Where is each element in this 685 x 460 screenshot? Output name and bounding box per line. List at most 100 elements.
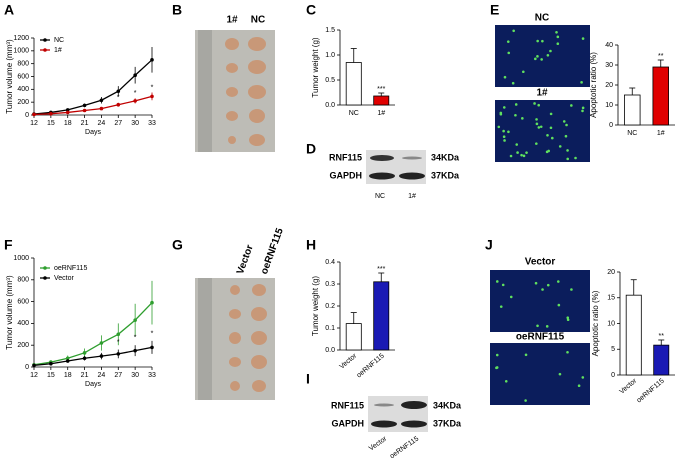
- legend-label: Vector: [54, 275, 75, 282]
- band: [402, 156, 422, 160]
- cell-dot: [525, 151, 528, 154]
- x-tick-label: 18: [64, 120, 72, 127]
- x-tick-label: 18: [64, 372, 72, 379]
- panel-letter: J: [485, 237, 493, 253]
- x-tick-label: 15: [47, 372, 55, 379]
- cell-dot: [499, 305, 503, 308]
- y-tick-label: 600: [17, 73, 29, 80]
- blot-row: RNF115: [329, 152, 362, 162]
- point: [49, 361, 53, 366]
- y-tick-label: 800: [17, 277, 29, 284]
- cell-dot: [549, 49, 552, 53]
- y-tick-label: 800: [17, 61, 29, 68]
- series-line: [33, 302, 153, 366]
- cell-dot: [506, 40, 510, 43]
- point: [99, 354, 104, 358]
- y-tick-label: 400: [17, 86, 29, 93]
- point: [65, 356, 70, 361]
- cell-dot: [550, 136, 554, 140]
- y-tick-label: 0.5: [325, 77, 335, 84]
- blot-size: 34KDa: [433, 400, 462, 410]
- bar: [345, 323, 362, 351]
- significance: ***: [377, 86, 385, 93]
- point: [133, 318, 137, 322]
- cell-dot: [581, 376, 585, 379]
- panel-letter: A: [4, 2, 14, 18]
- point: [49, 111, 53, 116]
- cell-dot: [515, 143, 519, 146]
- cell-dot: [570, 104, 573, 107]
- significance: **: [658, 53, 664, 60]
- cell-dot: [537, 126, 541, 129]
- cell-dot: [536, 324, 539, 328]
- significance: *: [134, 335, 137, 342]
- cell-dot: [545, 150, 549, 154]
- cell-dot: [502, 129, 505, 133]
- y-tick-label: 10: [607, 320, 615, 327]
- x-tick-label: 1#: [657, 130, 665, 137]
- significance: *: [151, 330, 154, 337]
- cell-dot: [564, 134, 568, 138]
- y-tick-label: 0.0: [325, 102, 335, 109]
- y-axis-label: Apoptotic ratio (%): [589, 52, 598, 118]
- y-tick-label: 30: [605, 62, 613, 69]
- cell-dot: [541, 39, 544, 43]
- cell-dot: [556, 35, 560, 39]
- point: [150, 345, 154, 350]
- panel-letter: H: [306, 237, 316, 253]
- legend-marker: [43, 48, 47, 52]
- blot-row: GAPDH: [329, 170, 362, 180]
- series-line: [33, 346, 153, 367]
- point: [116, 332, 121, 337]
- cell-dot: [512, 29, 515, 33]
- x-tick-label: oeRNF115: [356, 353, 386, 380]
- cell-dot: [549, 126, 553, 130]
- x-tick-label: 15: [47, 120, 55, 127]
- cell-dot: [566, 350, 569, 354]
- blot-size: 37KDa: [431, 170, 460, 180]
- x-tick-label: NC: [349, 110, 359, 117]
- cell-dot: [507, 51, 511, 55]
- x-tick-label: 30: [131, 372, 139, 379]
- x-tick-label: 33: [148, 372, 156, 379]
- cell-dot: [514, 103, 518, 106]
- cell-dot: [509, 295, 513, 299]
- y-tick-label: 10: [605, 102, 613, 109]
- y-tick-label: 0.3: [325, 281, 335, 288]
- bar: [652, 66, 669, 126]
- significance: *: [100, 99, 103, 106]
- blot-lane: Vector: [368, 435, 389, 453]
- x-tick-label: 24: [98, 372, 106, 379]
- x-tick-label: 30: [131, 120, 139, 127]
- cell-dot: [549, 112, 553, 116]
- fluorescence-image: [490, 270, 590, 332]
- cell-dot: [577, 384, 581, 387]
- band: [370, 155, 394, 161]
- legend-label: oeRNF115: [54, 265, 87, 272]
- x-tick-label: 12: [30, 372, 38, 379]
- cell-dot: [534, 281, 538, 285]
- cell-dot: [536, 39, 539, 43]
- point: [99, 341, 104, 345]
- photo-label: NC: [251, 15, 265, 26]
- y-tick-label: 20: [605, 82, 613, 89]
- image-label: 1#: [536, 88, 548, 99]
- cell-dot: [540, 58, 543, 61]
- x-axis-label: Days: [85, 381, 101, 388]
- cell-dot: [534, 57, 537, 61]
- x-tick-label: 27: [114, 372, 122, 379]
- y-tick-label: 0: [25, 364, 29, 371]
- cell-dot: [501, 283, 505, 287]
- bar: [373, 281, 390, 351]
- blot-lane: NC: [375, 193, 385, 200]
- cell-dot: [495, 353, 499, 357]
- cell-dot: [556, 42, 560, 46]
- photo-label: oeRNF115: [259, 226, 286, 276]
- cell-dot: [581, 106, 585, 110]
- point: [116, 102, 121, 107]
- blot-size: 37KDa: [433, 418, 462, 428]
- y-tick-label: 1000: [13, 48, 29, 55]
- cell-dot: [495, 366, 498, 370]
- y-tick-label: 15: [607, 295, 615, 302]
